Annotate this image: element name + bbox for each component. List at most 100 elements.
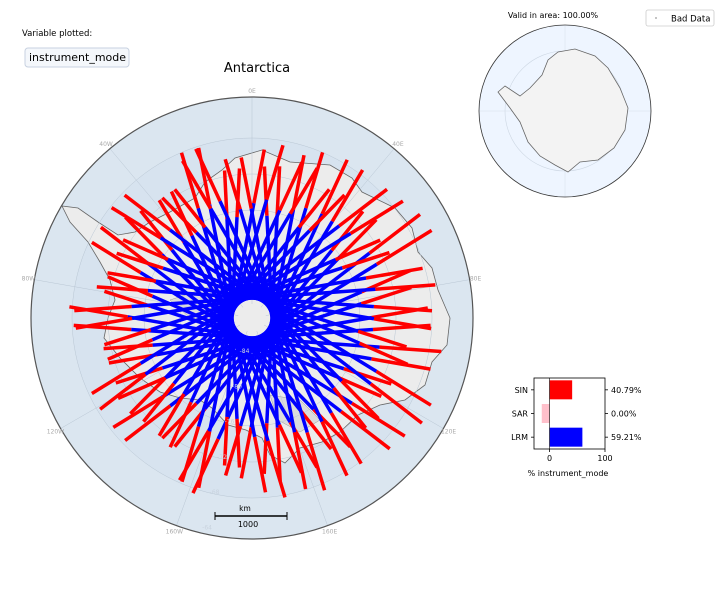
value-label: 0.00% [611,410,637,419]
legend: Bad Data [645,9,715,27]
sin-track [157,393,186,437]
sin-track [308,193,346,232]
sin-track [334,238,381,262]
sin-track [320,420,349,477]
sin-track [235,418,242,468]
lrm-track [155,279,256,301]
sin-track [341,250,390,270]
lat-label: -84 [240,348,250,355]
sin-track [103,328,152,347]
sin-track [168,401,193,448]
instrument-mode-bar-chart: SIN 40.79% SAR 0.00% LRM 59.21% 0 100 % instrume… [511,377,642,478]
lat-label: -68 [210,489,220,496]
sin-track [297,188,331,229]
sin-track [339,218,378,258]
lat-label: -64 [202,524,212,531]
sin-track [115,366,163,385]
lrm-track [266,304,336,390]
x-tick-label: 0 [547,454,552,463]
lrm-track [255,296,375,321]
overview-map [478,24,652,198]
lrm-track [259,298,361,345]
sin-track [103,343,153,351]
sin-track [235,168,242,218]
lrm-track [167,257,261,302]
sin-track [375,228,433,266]
scale-bar: km 1000 [214,504,288,529]
scale-unit: km [239,504,251,513]
lrm-track [238,208,273,313]
sin-track [124,215,164,256]
sin-track [169,190,194,237]
lrm-track [159,236,264,303]
sin-track [173,407,207,448]
lrm-track [168,228,266,304]
lrm-track [261,299,378,373]
lrm-track [151,298,245,342]
sin-track [222,170,229,220]
sin-track [304,151,325,209]
lrm-track [139,299,243,365]
sin-track [373,304,433,313]
sin-track [298,409,333,451]
lrm-track [131,296,251,309]
lrm-track [233,327,292,423]
lrm-track [172,304,238,385]
lrm-track [253,296,375,309]
sin-track [110,206,162,240]
lrm-track [250,287,376,300]
lon-label: 160W [166,528,183,535]
lon-label: 0E [248,88,256,95]
lrm-track [225,316,234,417]
ground-tracks [69,144,442,498]
sin-track [239,426,253,479]
sin-track [360,285,412,306]
lon-label: 40W [99,141,113,148]
lrm-track [196,311,235,428]
sin-track [99,373,147,411]
value-label: 59.21% [611,433,642,442]
sin-track [349,199,404,235]
map-title: Antarctica [224,61,290,76]
sin-track [107,338,154,361]
sin-track [191,438,220,494]
lrm-track [267,306,333,414]
sin-track [129,376,167,415]
sin-track [196,431,212,489]
sin-track [350,401,406,438]
lrm-track [218,200,272,311]
longitude-labels: 0E 40E 80E 120E 160E 160W 120W 80W 40W [22,88,482,535]
lrm-track [131,296,249,321]
sin-track [75,316,133,330]
sin-track [275,427,282,482]
lrm-track [269,311,309,434]
sin-track [122,238,169,262]
lrm-track [232,325,281,426]
lrm-track [263,300,372,386]
sin-track [112,395,163,429]
sin-track [142,382,176,423]
lon-label: 160E [322,528,337,535]
sin-track [340,410,391,451]
lrm-track [162,266,259,301]
lrm-track [189,308,236,403]
sin-track [368,213,422,255]
sin-track [357,329,408,349]
sin-track [332,386,368,430]
bar-lrm [549,427,583,447]
lrm-track [144,300,241,376]
lat-label: -76 [225,419,235,426]
lat-label: -72 [217,454,227,461]
valid-area-text: Valid in area: 100.00% [508,11,599,20]
sin-track [123,193,172,232]
sin-track [338,187,389,228]
sin-track [373,317,432,331]
lrm-track [268,308,324,423]
lrm-track [231,323,270,442]
value-label: 40.79% [611,386,642,395]
overview-boundary [478,24,652,198]
sin-track [330,169,365,223]
sin-track [379,345,442,354]
lrm-track [235,329,302,412]
